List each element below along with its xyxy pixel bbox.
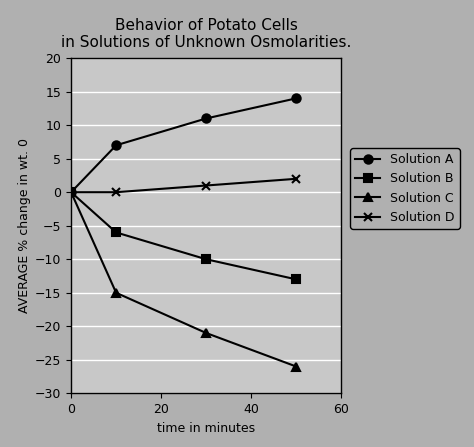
Solution C — [113, 290, 119, 295]
Solution D — [68, 190, 74, 195]
Solution D — [203, 183, 209, 188]
Solution D — [293, 176, 299, 181]
Solution A — [113, 143, 119, 148]
Solution D — [113, 190, 119, 195]
Solution B — [68, 190, 74, 195]
Line: Solution A: Solution A — [67, 94, 301, 196]
Solution C — [203, 330, 209, 336]
Line: Solution B: Solution B — [67, 188, 301, 283]
Y-axis label: AVERAGE % change in wt. 0: AVERAGE % change in wt. 0 — [18, 138, 31, 313]
Solution B — [203, 257, 209, 262]
Solution C — [293, 364, 299, 369]
Title: Behavior of Potato Cells
in Solutions of Unknown Osmolarities.: Behavior of Potato Cells in Solutions of… — [61, 17, 351, 50]
Solution A — [203, 116, 209, 121]
Solution A — [68, 190, 74, 195]
Solution B — [113, 230, 119, 235]
Solution B — [293, 277, 299, 282]
X-axis label: time in minutes: time in minutes — [157, 422, 255, 434]
Line: Solution C: Solution C — [67, 188, 301, 371]
Solution C — [68, 190, 74, 195]
Solution A — [293, 96, 299, 101]
Legend: Solution A, Solution B, Solution C, Solution D: Solution A, Solution B, Solution C, Solu… — [350, 148, 460, 229]
Line: Solution D: Solution D — [67, 175, 301, 196]
